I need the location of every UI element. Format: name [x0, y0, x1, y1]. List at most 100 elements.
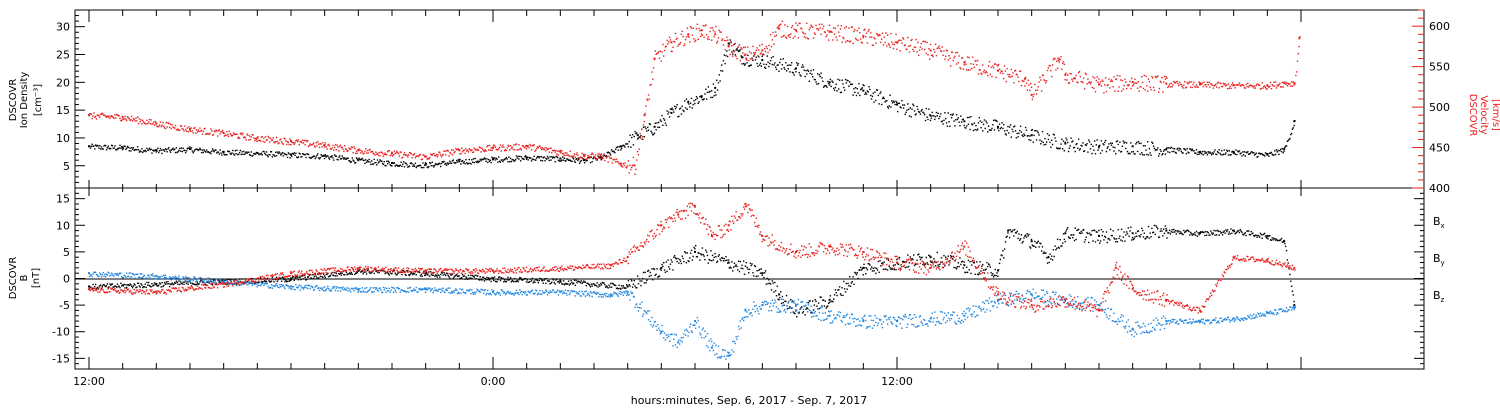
density-sample — [1055, 140, 1057, 142]
density-sample — [570, 160, 572, 162]
density-sample — [1146, 153, 1148, 156]
bx-sample — [967, 259, 970, 262]
bx-sample — [568, 284, 571, 286]
velocity-sample — [1276, 84, 1278, 86]
density-sample — [768, 65, 770, 68]
velocity-sample — [242, 132, 244, 135]
density-sample — [178, 149, 180, 152]
bx-sample — [385, 272, 387, 274]
bx-sample — [746, 266, 748, 269]
bx-sample — [1241, 231, 1243, 233]
density-sample — [1083, 150, 1085, 153]
density-sample — [114, 145, 116, 147]
density-sample — [694, 102, 696, 105]
velocity-sample — [1116, 74, 1119, 77]
bx-sample — [819, 296, 821, 298]
by-sample — [133, 274, 136, 276]
velocity-sample — [373, 153, 375, 155]
density-sample — [713, 95, 715, 97]
velocity-sample — [540, 148, 543, 151]
density-sample — [508, 156, 510, 158]
velocity-sample — [273, 141, 275, 143]
velocity-sample — [772, 31, 774, 34]
density-sample — [1242, 151, 1244, 153]
bx-sample — [115, 286, 118, 288]
density-sample — [751, 57, 753, 59]
velocity-sample — [1189, 86, 1192, 88]
velocity-sample — [625, 166, 627, 168]
velocity-sample — [1112, 86, 1114, 88]
density-sample — [1097, 149, 1099, 151]
velocity-sample — [958, 55, 960, 57]
velocity-sample — [556, 150, 559, 152]
density-sample — [487, 161, 489, 164]
velocity-sample — [1173, 82, 1176, 84]
velocity-sample — [385, 153, 387, 156]
density-sample — [1152, 145, 1155, 147]
density-sample — [1215, 153, 1217, 155]
velocity-sample — [768, 44, 770, 47]
velocity-data-point — [256, 136, 259, 139]
velocity-sample — [645, 105, 647, 107]
density-sample — [830, 85, 832, 88]
velocity-sample — [848, 27, 850, 29]
density-sample — [248, 151, 250, 154]
bx-sample — [100, 288, 103, 290]
velocity-sample — [1089, 83, 1092, 85]
density-sample — [687, 101, 689, 104]
bx-sample — [219, 281, 221, 283]
velocity-sample — [956, 51, 959, 54]
velocity-sample — [361, 151, 364, 153]
velocity-sample — [1157, 91, 1160, 93]
bx-data-point — [694, 250, 696, 253]
density-sample — [1194, 152, 1196, 154]
velocity-sample — [621, 166, 624, 168]
velocity-sample — [977, 73, 980, 75]
velocity-sample — [1198, 81, 1200, 83]
velocity-sample — [555, 150, 557, 152]
density-sample — [131, 148, 134, 151]
density-sample — [194, 149, 196, 151]
density-sample — [553, 156, 555, 159]
bx-sample — [913, 264, 916, 267]
velocity-sample — [277, 142, 279, 145]
velocity-data-point — [619, 162, 622, 165]
bx-sample — [524, 277, 527, 280]
density-sample — [516, 157, 518, 159]
velocity-sample — [875, 32, 878, 35]
by-sample — [268, 287, 270, 289]
velocity-sample — [1257, 83, 1259, 85]
density-sample — [829, 78, 832, 81]
bx-sample — [1226, 229, 1229, 231]
bx-sample — [423, 270, 425, 273]
density-sample — [1084, 144, 1087, 146]
density-sample — [251, 155, 253, 157]
bx-sample — [623, 286, 625, 289]
velocity-sample — [1038, 81, 1040, 83]
density-sample — [1220, 153, 1222, 156]
velocity-tick-label: 550 — [1429, 61, 1450, 74]
density-data-point — [896, 103, 898, 106]
density-sample — [417, 165, 419, 167]
velocity-sample — [328, 143, 330, 146]
by-sample — [231, 283, 233, 286]
density-sample — [1099, 144, 1101, 147]
velocity-sample — [349, 148, 352, 150]
bx-sample — [153, 282, 156, 284]
bx-sample — [777, 298, 779, 301]
density-sample — [689, 102, 692, 104]
velocity-sample — [676, 37, 678, 39]
velocity-sample — [1083, 88, 1086, 90]
density-sample — [1259, 153, 1262, 155]
density-sample — [270, 150, 273, 153]
velocity-sample — [158, 125, 160, 128]
density-sample — [407, 166, 409, 168]
velocity-sample — [109, 117, 111, 120]
velocity-sample — [466, 149, 469, 152]
velocity-sample — [1249, 84, 1252, 86]
bx-sample — [167, 281, 169, 283]
density-sample — [202, 151, 205, 154]
velocity-sample — [1030, 86, 1033, 89]
density-sample — [1011, 128, 1013, 131]
velocity-sample — [108, 115, 110, 117]
